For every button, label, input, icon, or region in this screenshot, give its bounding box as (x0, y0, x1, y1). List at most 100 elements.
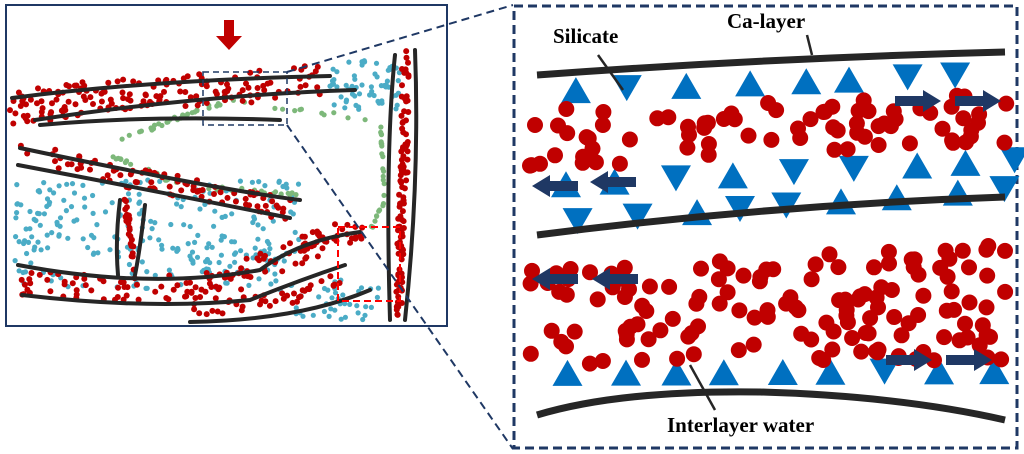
pore-dot (18, 202, 24, 208)
pore-dot (403, 48, 410, 55)
right-arrow-icon (886, 349, 932, 371)
pore-dot (177, 88, 184, 95)
pore-dot (195, 232, 201, 238)
pore-dot (76, 153, 83, 160)
pore-dot (232, 198, 239, 205)
pore-dot (255, 236, 261, 242)
silicate-leader (596, 54, 625, 91)
pore-dot (152, 288, 159, 295)
connector-top (286, 4, 514, 73)
water-dot (758, 261, 775, 278)
water-dot (825, 119, 842, 136)
pore-dot (73, 291, 80, 298)
pore-dot (218, 252, 224, 258)
silicate-triangle (717, 162, 748, 189)
pore-dot (250, 255, 256, 261)
water-dot (857, 325, 874, 341)
pore-dot (188, 289, 195, 296)
pore-dot (159, 246, 165, 252)
pore-dot (174, 201, 180, 207)
water-dot (850, 102, 867, 119)
pore-dot (273, 202, 280, 209)
pore-dot (25, 239, 32, 245)
pore-dot (216, 259, 222, 266)
pore-dot (181, 222, 187, 228)
pore-dot (87, 166, 93, 173)
pore-dot (192, 239, 198, 245)
pore-dot (243, 80, 249, 87)
pore-dot (126, 261, 132, 268)
pore-dot (24, 112, 31, 119)
pore-dot (289, 190, 295, 196)
pore-dot (326, 313, 332, 319)
pore-dot (371, 92, 377, 99)
pore-dot (203, 100, 210, 106)
pore-dot (329, 82, 335, 88)
silicate-triangle (778, 159, 809, 186)
pore-dot (178, 204, 184, 210)
pore-dot (127, 240, 134, 247)
pore-dot (16, 268, 22, 274)
pore-dot (17, 103, 24, 109)
pore-dot (331, 110, 337, 116)
pore-dot (120, 76, 127, 83)
pore-dot (73, 287, 80, 294)
pore-dot (262, 202, 269, 209)
pore-dot (400, 218, 407, 225)
pore-dot (279, 209, 286, 216)
water-dot (830, 259, 847, 276)
water-dot (821, 246, 838, 263)
water-dot (816, 103, 833, 120)
pore-dot (393, 306, 400, 313)
water-dot (883, 282, 900, 298)
pore-dot (383, 84, 389, 90)
pore-dot (189, 249, 196, 255)
pore-dot (126, 132, 132, 138)
pore-dot (349, 91, 356, 97)
pore-dot (299, 287, 306, 294)
water-dot (711, 295, 728, 312)
water-dot (802, 111, 819, 128)
water-dot (679, 139, 696, 156)
water-dot (574, 154, 591, 171)
pore-dot (136, 191, 142, 197)
pore-dot (38, 98, 45, 105)
pore-dot (144, 269, 150, 275)
pore-dot (281, 258, 287, 264)
pore-dot (202, 288, 209, 295)
pore-dot (192, 109, 198, 115)
pore-dot (63, 82, 70, 88)
pore-dot (340, 292, 346, 298)
pore-dot (51, 190, 57, 196)
water-dot (524, 262, 540, 279)
water-dot (740, 127, 757, 144)
pore-dot (206, 241, 212, 247)
pore-dot (260, 82, 267, 89)
pore-dot (272, 271, 278, 277)
pore-dot (362, 59, 368, 65)
pore-dot (378, 83, 384, 89)
pore-dot (266, 302, 273, 309)
pore-dot (264, 238, 270, 245)
layer-line (20, 263, 347, 306)
water-dot (594, 117, 611, 133)
water-dot (803, 271, 820, 288)
pore-dot (207, 260, 213, 266)
pore-dot (231, 239, 238, 245)
pore-dot (47, 187, 53, 193)
pore-dot (368, 84, 374, 90)
pore-dot (21, 281, 28, 288)
pore-dot (170, 245, 176, 251)
pore-dot (49, 100, 55, 107)
overview-panel (5, 4, 448, 327)
pore-dot (252, 245, 258, 251)
detail-panel: Silicate Ca-layer Interlayer water (512, 4, 1024, 450)
pore-dot (107, 247, 113, 253)
pore-dot (238, 248, 244, 254)
pore-dot (310, 312, 316, 318)
pore-dot (125, 191, 132, 197)
water-dot (715, 111, 732, 127)
pore-dot (219, 310, 226, 317)
pore-dot (249, 179, 255, 185)
pore-dot (49, 230, 55, 236)
